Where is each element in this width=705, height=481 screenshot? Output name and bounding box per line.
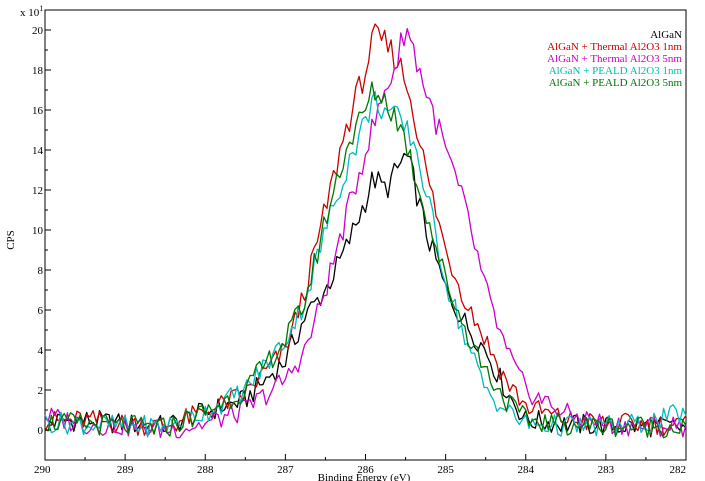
y-tick-label: 4 bbox=[38, 345, 44, 357]
y-tick-label: 8 bbox=[38, 265, 44, 277]
y-multiplier-label: x 101 bbox=[20, 4, 43, 19]
y-tick-label: 2 bbox=[38, 385, 44, 397]
x-tick-label: 284 bbox=[518, 464, 535, 476]
legend-entry-4: AlGaN + PEALD Al2O3 5nm bbox=[549, 77, 683, 89]
x-tick-label: 286 bbox=[357, 464, 374, 476]
legend-entry-0: AlGaN bbox=[650, 29, 682, 41]
y-tick-label: 18 bbox=[32, 65, 44, 77]
y-tick-label: 14 bbox=[32, 145, 44, 157]
x-tick-label: 289 bbox=[117, 464, 134, 476]
series-line-4 bbox=[44, 81, 687, 439]
series-line-2 bbox=[44, 27, 687, 439]
y-tick-label: 20 bbox=[32, 25, 44, 37]
legend-entry-1: AlGaN + Thermal Al2O3 1nm bbox=[547, 41, 682, 53]
y-axis-label: CPS bbox=[5, 230, 17, 250]
x-tick-label: 287 bbox=[277, 464, 294, 476]
y-tick-label: 6 bbox=[38, 305, 44, 317]
y-tick-label: 16 bbox=[32, 105, 44, 117]
y-multiplier-exponent: 1 bbox=[39, 4, 43, 13]
x-tick-label: 288 bbox=[197, 464, 214, 476]
legend-entry-3: AlGaN + PEALD Al2O3 1nm bbox=[549, 65, 683, 77]
y-tick-label: 0 bbox=[38, 425, 44, 437]
series-line-0 bbox=[44, 152, 687, 438]
x-tick-label: 282 bbox=[670, 464, 687, 476]
y-multiplier-base: x 10 bbox=[20, 7, 40, 19]
y-tick-label: 10 bbox=[32, 225, 44, 237]
y-ticks-group: 0 2 4 6 8 10 12 14 16 18 20 bbox=[32, 9, 51, 437]
legend-entry-2: AlGaN + Thermal Al2O3 5nm bbox=[547, 53, 682, 65]
x-tick-label: 285 bbox=[437, 464, 454, 476]
x-ticks-group: 290 289 288 287 286 285 284 283 282 bbox=[34, 454, 687, 476]
series-line-3 bbox=[44, 90, 687, 438]
series-group bbox=[44, 23, 687, 439]
x-tick-label: 283 bbox=[598, 464, 615, 476]
x-tick-label: 290 bbox=[34, 464, 51, 476]
y-tick-label: 12 bbox=[32, 185, 43, 197]
x-axis-label: Binding Energy (eV) bbox=[318, 472, 411, 481]
